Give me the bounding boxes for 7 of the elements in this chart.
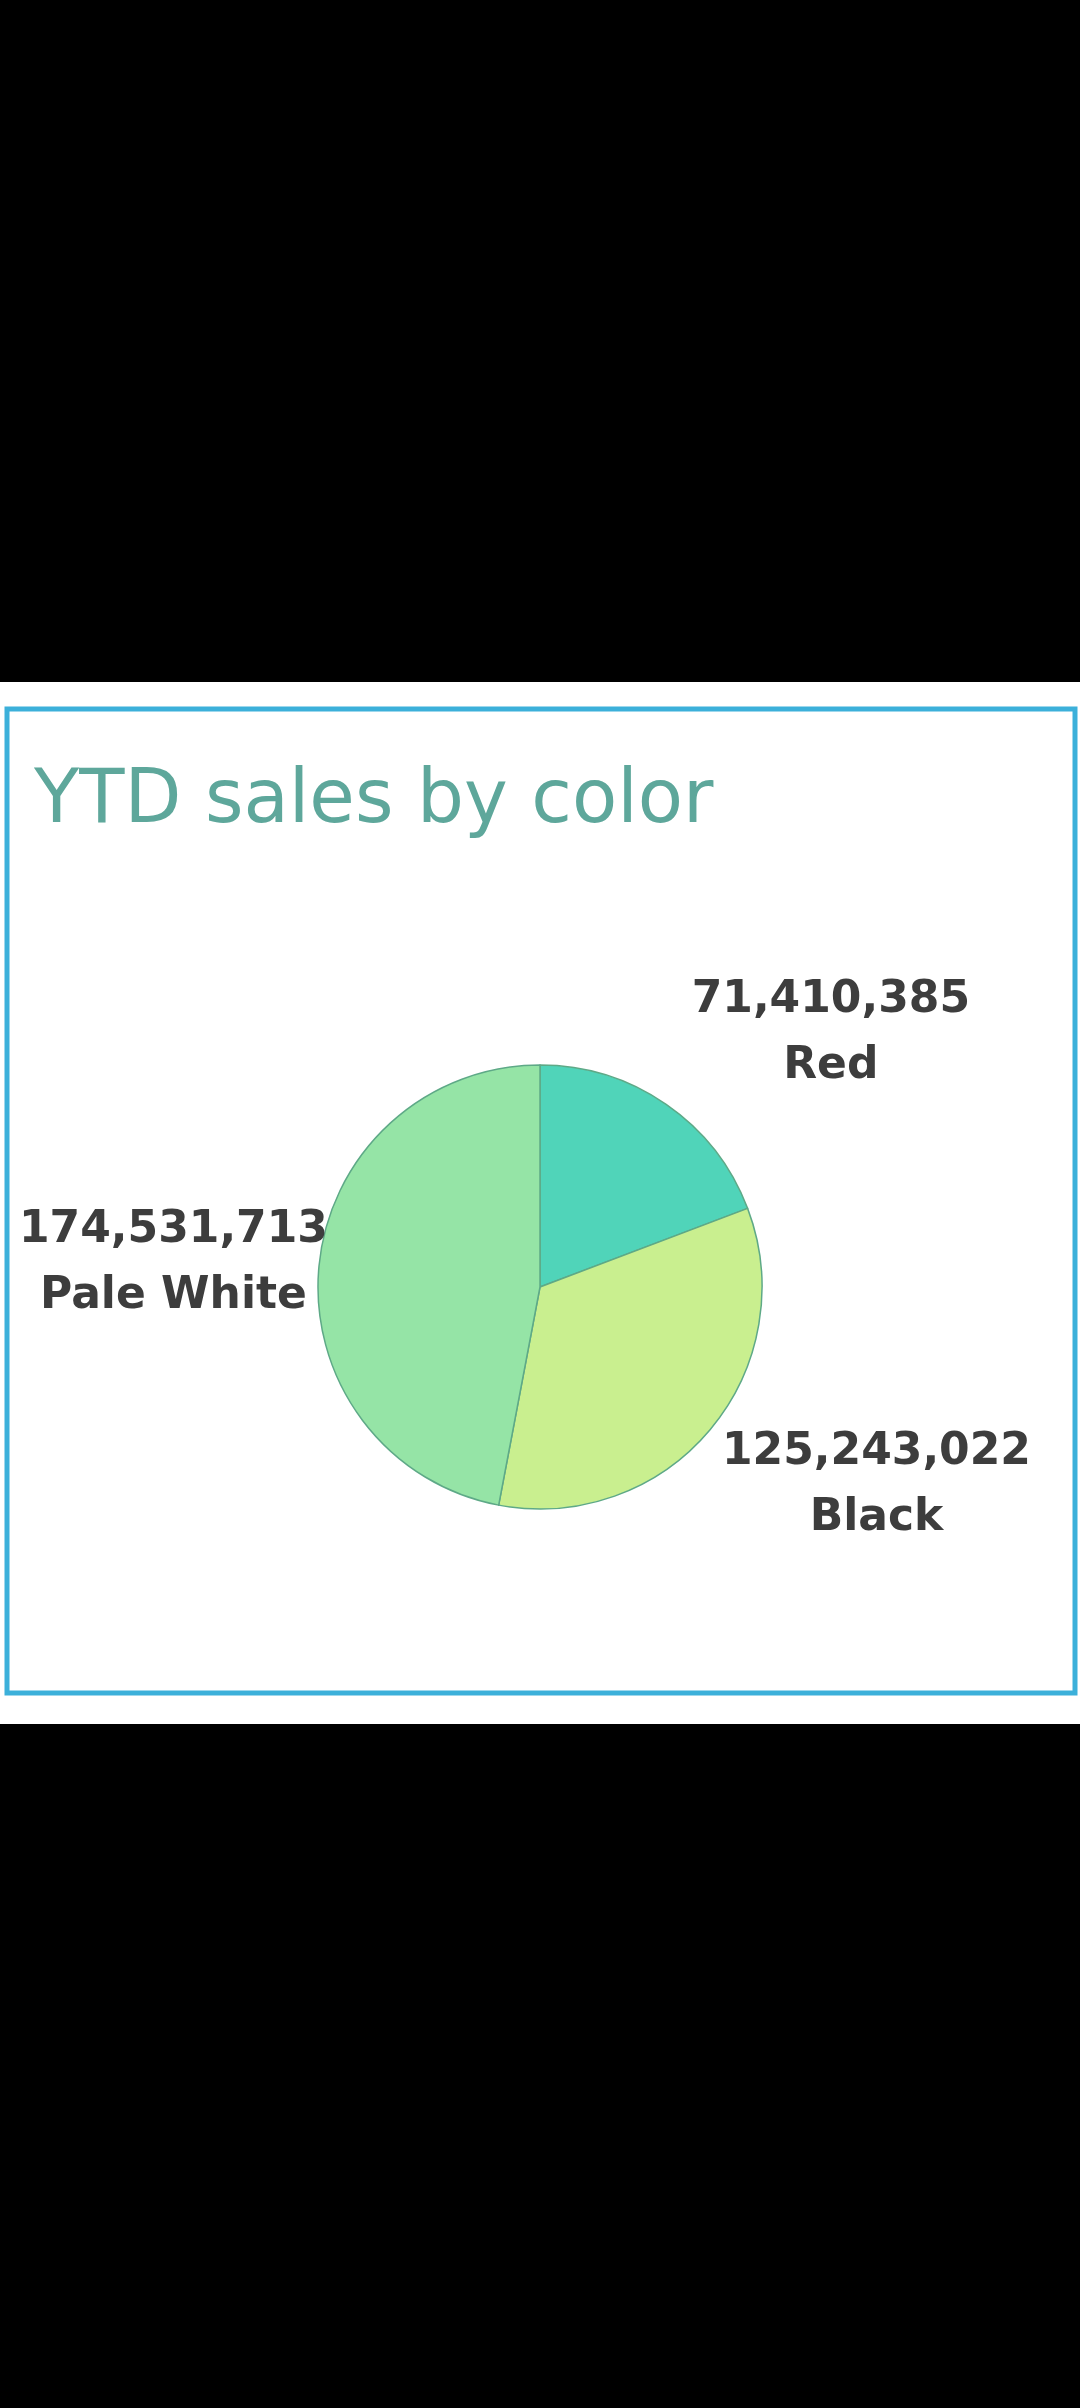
- slice-label: Red: [783, 1036, 879, 1088]
- chart-title: YTD sales by color: [33, 753, 715, 839]
- data-label: 71,410,385: [691, 970, 971, 1022]
- data-label: 174,531,713: [19, 1201, 328, 1253]
- slice-label: Black: [809, 1488, 946, 1540]
- slice-label: Pale White: [40, 1267, 307, 1319]
- data-label: 125,243,022: [721, 1422, 1031, 1474]
